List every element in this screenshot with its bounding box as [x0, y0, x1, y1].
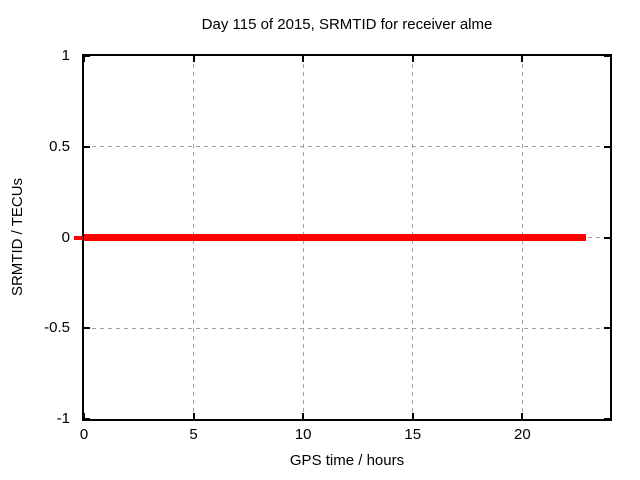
y-gridline — [84, 146, 610, 148]
x-tick-mark — [302, 56, 305, 62]
y-gridline — [84, 327, 610, 329]
x-tick-mark — [521, 56, 524, 62]
y-tick-mark — [84, 145, 90, 148]
x-tick-mark — [83, 413, 85, 419]
series-zero-notch — [74, 235, 83, 240]
y-tick-label: -1 — [56, 410, 70, 427]
y-tick-mark — [84, 418, 90, 420]
x-tick-label: 15 — [404, 426, 422, 443]
y-tick-mark — [604, 418, 610, 420]
x-tick-mark — [192, 413, 195, 419]
chart-title: Day 115 of 2015, SRMTID for receiver alm… — [201, 16, 493, 33]
x-axis-label: GPS time / hours — [289, 452, 405, 469]
y-tick-mark — [84, 55, 90, 57]
x-tick-mark — [192, 56, 195, 62]
x-tick-label: 5 — [189, 426, 198, 443]
y-tick-mark — [604, 236, 610, 239]
x-tick-label: 20 — [513, 426, 531, 443]
plot-area — [82, 54, 612, 421]
y-tick-label: -0.5 — [44, 319, 70, 337]
y-tick-mark — [604, 327, 610, 330]
y-tick-label: 1 — [61, 47, 70, 64]
x-tick-mark — [521, 413, 524, 419]
y-tick-mark — [84, 327, 90, 330]
x-tick-mark — [411, 413, 414, 419]
x-tick-label: 10 — [294, 426, 312, 443]
y-tick-mark — [604, 55, 610, 57]
series-line-srmtid — [84, 234, 586, 241]
x-tick-mark — [83, 56, 85, 62]
y-tick-mark — [604, 145, 610, 148]
y-tick-label: 0.5 — [49, 137, 70, 155]
x-tick-mark — [302, 413, 305, 419]
y-tick-label: 0 — [61, 228, 70, 246]
x-tick-label: 0 — [79, 426, 89, 443]
x-tick-mark — [411, 56, 414, 62]
